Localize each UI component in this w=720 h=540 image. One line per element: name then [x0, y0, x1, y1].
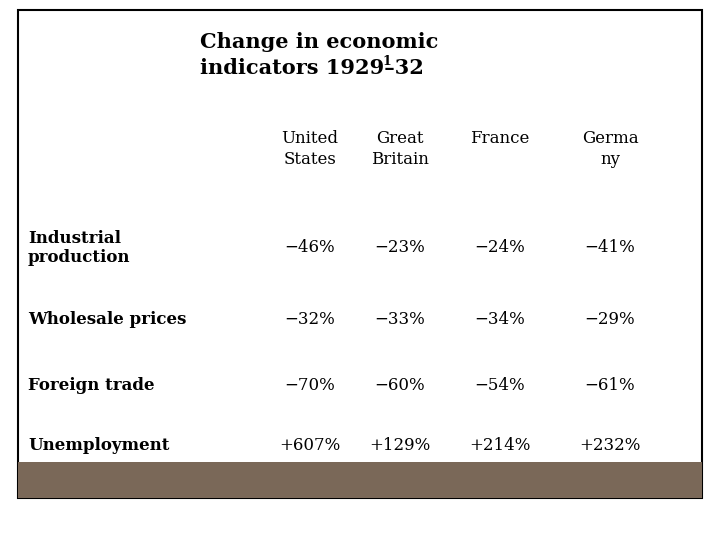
Text: −23%: −23%: [374, 240, 426, 256]
Text: −54%: −54%: [474, 376, 526, 394]
Text: +607%: +607%: [279, 436, 341, 454]
Text: +232%: +232%: [580, 436, 641, 454]
Text: −24%: −24%: [474, 240, 526, 256]
Text: Change in economic: Change in economic: [200, 32, 438, 52]
Text: Germa
ny: Germa ny: [582, 130, 639, 168]
Text: indicators 1929–32: indicators 1929–32: [200, 58, 424, 78]
Text: +129%: +129%: [369, 436, 431, 454]
Text: −32%: −32%: [284, 312, 336, 328]
Text: United
States: United States: [282, 130, 338, 168]
Text: −41%: −41%: [585, 240, 635, 256]
Text: −34%: −34%: [474, 312, 526, 328]
Text: Wholesale prices: Wholesale prices: [28, 312, 186, 328]
Text: −33%: −33%: [374, 312, 426, 328]
Text: Industrial
production: Industrial production: [28, 230, 130, 266]
Text: +214%: +214%: [469, 436, 531, 454]
Text: −29%: −29%: [585, 312, 635, 328]
Text: Great
Britain: Great Britain: [371, 130, 429, 168]
Text: Foreign trade: Foreign trade: [28, 376, 155, 394]
Text: 1: 1: [382, 55, 391, 68]
Text: −46%: −46%: [284, 240, 336, 256]
Text: −61%: −61%: [585, 376, 635, 394]
Text: Unemployment: Unemployment: [28, 436, 169, 454]
Bar: [18, 462, 702, 498]
Text: France: France: [470, 130, 530, 147]
Text: −60%: −60%: [374, 376, 426, 394]
Text: −70%: −70%: [284, 376, 336, 394]
